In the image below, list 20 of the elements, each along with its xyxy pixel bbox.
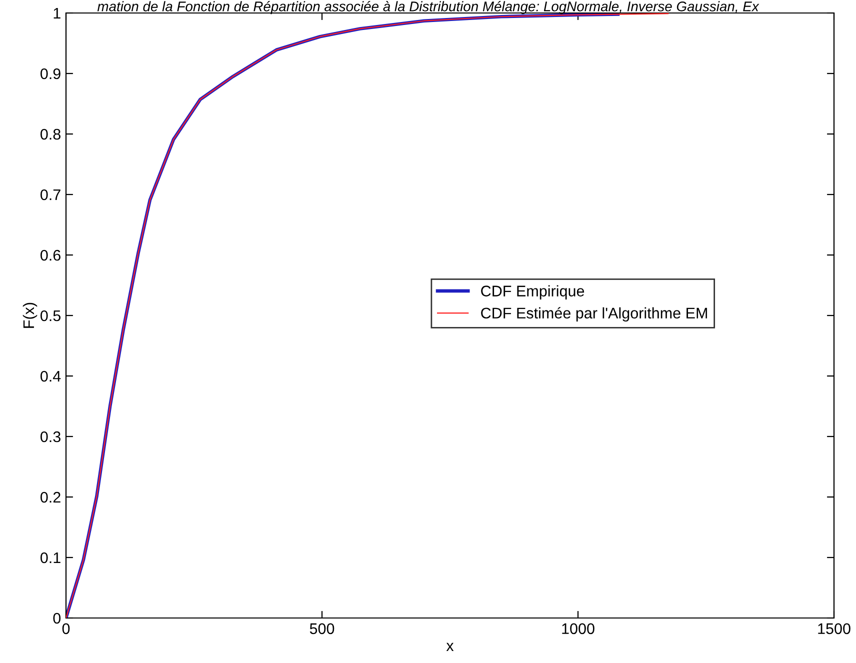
y-tick-label: 0.2 [40,492,60,503]
legend-label: CDF Empirique [481,285,584,300]
y-tick-label: 0.6 [40,250,60,261]
x-axis-title: x [446,642,454,651]
x-tick-label: 0 [62,623,70,634]
y-tick-label: 0.3 [40,431,60,442]
y-tick-label: 0.7 [40,189,60,200]
x-tick-label: 1500 [818,623,850,634]
y-tick-label: 0.8 [40,128,60,140]
y-tick-label: 1 [54,8,60,19]
y-tick-label: 0.9 [40,68,60,80]
x-tick-label: 500 [310,623,334,634]
x-tick-label: 1000 [562,623,594,634]
y-axis-title: F(x) [22,302,38,328]
y-tick-label: 0.4 [40,370,61,382]
y-tick-label: 0.1 [40,552,60,564]
y-tick-label: 0.5 [40,310,60,322]
chart-title: mation de la Fonction de Répartition associée à la Distribution Mélange: LogNormale, Inverse Gaussian, Ex [97,1,760,14]
legend-label: CDF Estimée par l'Algorithme EM [481,307,707,322]
y-tick-label: 0 [53,612,61,624]
